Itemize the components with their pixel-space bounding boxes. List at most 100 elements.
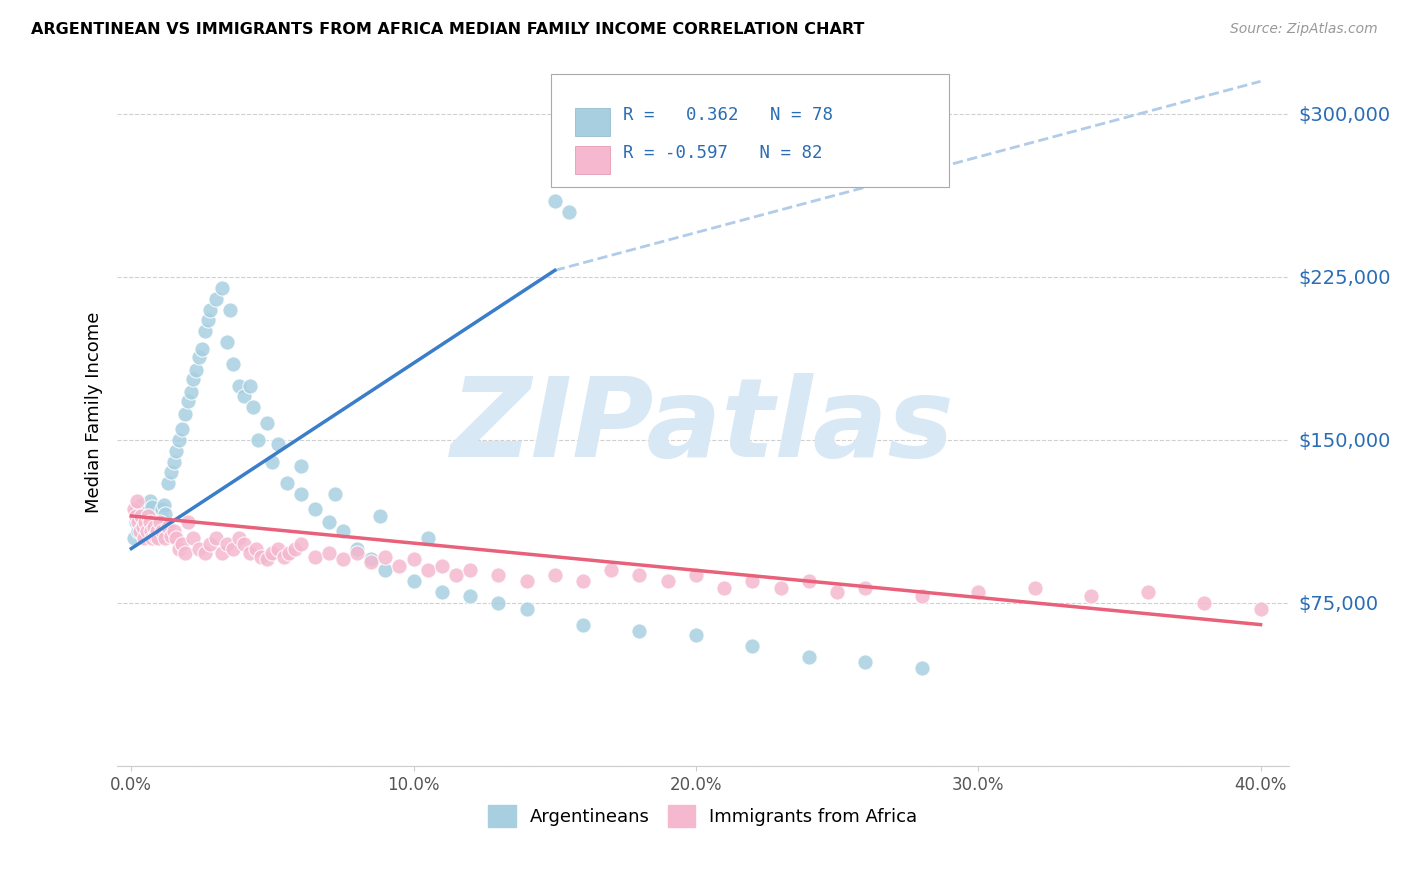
Point: [127, 516, 149, 530]
Point: [228, 378, 250, 392]
Y-axis label: Median Family Income: Median Family Income: [86, 312, 103, 514]
Point: [134, 513, 156, 527]
Point: [131, 520, 153, 534]
Point: [219, 302, 242, 317]
Point: [304, 502, 326, 516]
Point: [159, 528, 181, 542]
Point: [486, 596, 509, 610]
Point: [769, 581, 792, 595]
Point: [211, 546, 233, 560]
Point: [262, 546, 284, 560]
Point: [245, 541, 267, 556]
Point: [136, 502, 159, 516]
Point: [911, 590, 934, 604]
Point: [217, 537, 239, 551]
Point: [172, 422, 194, 436]
Point: [148, 508, 170, 523]
Point: [276, 476, 298, 491]
Point: [132, 507, 155, 521]
Point: [416, 531, 439, 545]
Point: [143, 528, 166, 542]
Point: [163, 524, 186, 538]
Point: [124, 508, 146, 523]
Point: [713, 581, 735, 595]
Point: [284, 541, 307, 556]
Point: [318, 546, 340, 560]
Point: [267, 437, 290, 451]
Point: [153, 507, 176, 521]
Point: [290, 487, 312, 501]
Point: [138, 493, 160, 508]
Text: R = -0.597   N = 82: R = -0.597 N = 82: [623, 144, 823, 162]
Point: [146, 524, 169, 538]
Point: [233, 389, 256, 403]
Point: [183, 372, 205, 386]
Point: [205, 292, 228, 306]
FancyBboxPatch shape: [551, 74, 949, 186]
Point: [797, 650, 820, 665]
Point: [360, 552, 382, 566]
Point: [139, 508, 162, 523]
Point: [205, 531, 228, 545]
Point: [128, 524, 150, 538]
Point: [1136, 585, 1159, 599]
Point: [304, 550, 326, 565]
Point: [177, 393, 200, 408]
Text: ARGENTINEAN VS IMMIGRANTS FROM AFRICA MEDIAN FAMILY INCOME CORRELATION CHART: ARGENTINEAN VS IMMIGRANTS FROM AFRICA ME…: [31, 22, 865, 37]
Point: [256, 416, 278, 430]
Point: [163, 455, 186, 469]
Point: [131, 520, 153, 534]
Point: [169, 433, 191, 447]
Point: [458, 563, 481, 577]
Point: [368, 508, 391, 523]
Point: [247, 433, 270, 447]
Point: [544, 567, 567, 582]
Point: [128, 508, 150, 523]
Point: [911, 661, 934, 675]
Point: [129, 508, 152, 523]
Point: [145, 524, 167, 538]
Point: [136, 508, 159, 523]
Point: [572, 617, 595, 632]
Point: [402, 574, 425, 589]
Point: [797, 574, 820, 589]
Point: [1250, 602, 1272, 616]
Point: [166, 443, 188, 458]
Point: [346, 541, 368, 556]
Point: [657, 574, 679, 589]
Point: [332, 524, 354, 538]
Point: [142, 520, 165, 534]
Point: [853, 655, 876, 669]
Point: [1192, 596, 1215, 610]
Point: [188, 541, 211, 556]
Point: [159, 466, 181, 480]
Point: [180, 385, 202, 400]
Point: [1024, 581, 1046, 595]
Point: [129, 498, 152, 512]
Point: [558, 204, 581, 219]
Point: [332, 552, 354, 566]
Point: [278, 546, 301, 560]
Point: [741, 574, 763, 589]
Point: [177, 516, 200, 530]
Point: [239, 378, 262, 392]
Point: [149, 516, 172, 530]
Point: [515, 602, 537, 616]
Point: [544, 194, 567, 208]
Point: [685, 628, 707, 642]
Point: [150, 502, 173, 516]
Point: [967, 585, 990, 599]
Point: [132, 531, 155, 545]
Point: [685, 567, 707, 582]
Point: [430, 558, 453, 573]
Point: [156, 476, 179, 491]
Point: [124, 516, 146, 530]
Point: [222, 541, 245, 556]
Point: [853, 581, 876, 595]
Point: [242, 401, 264, 415]
Point: [374, 550, 396, 565]
Point: [239, 546, 262, 560]
Point: [186, 363, 208, 377]
Point: [211, 281, 233, 295]
Point: [139, 524, 162, 538]
